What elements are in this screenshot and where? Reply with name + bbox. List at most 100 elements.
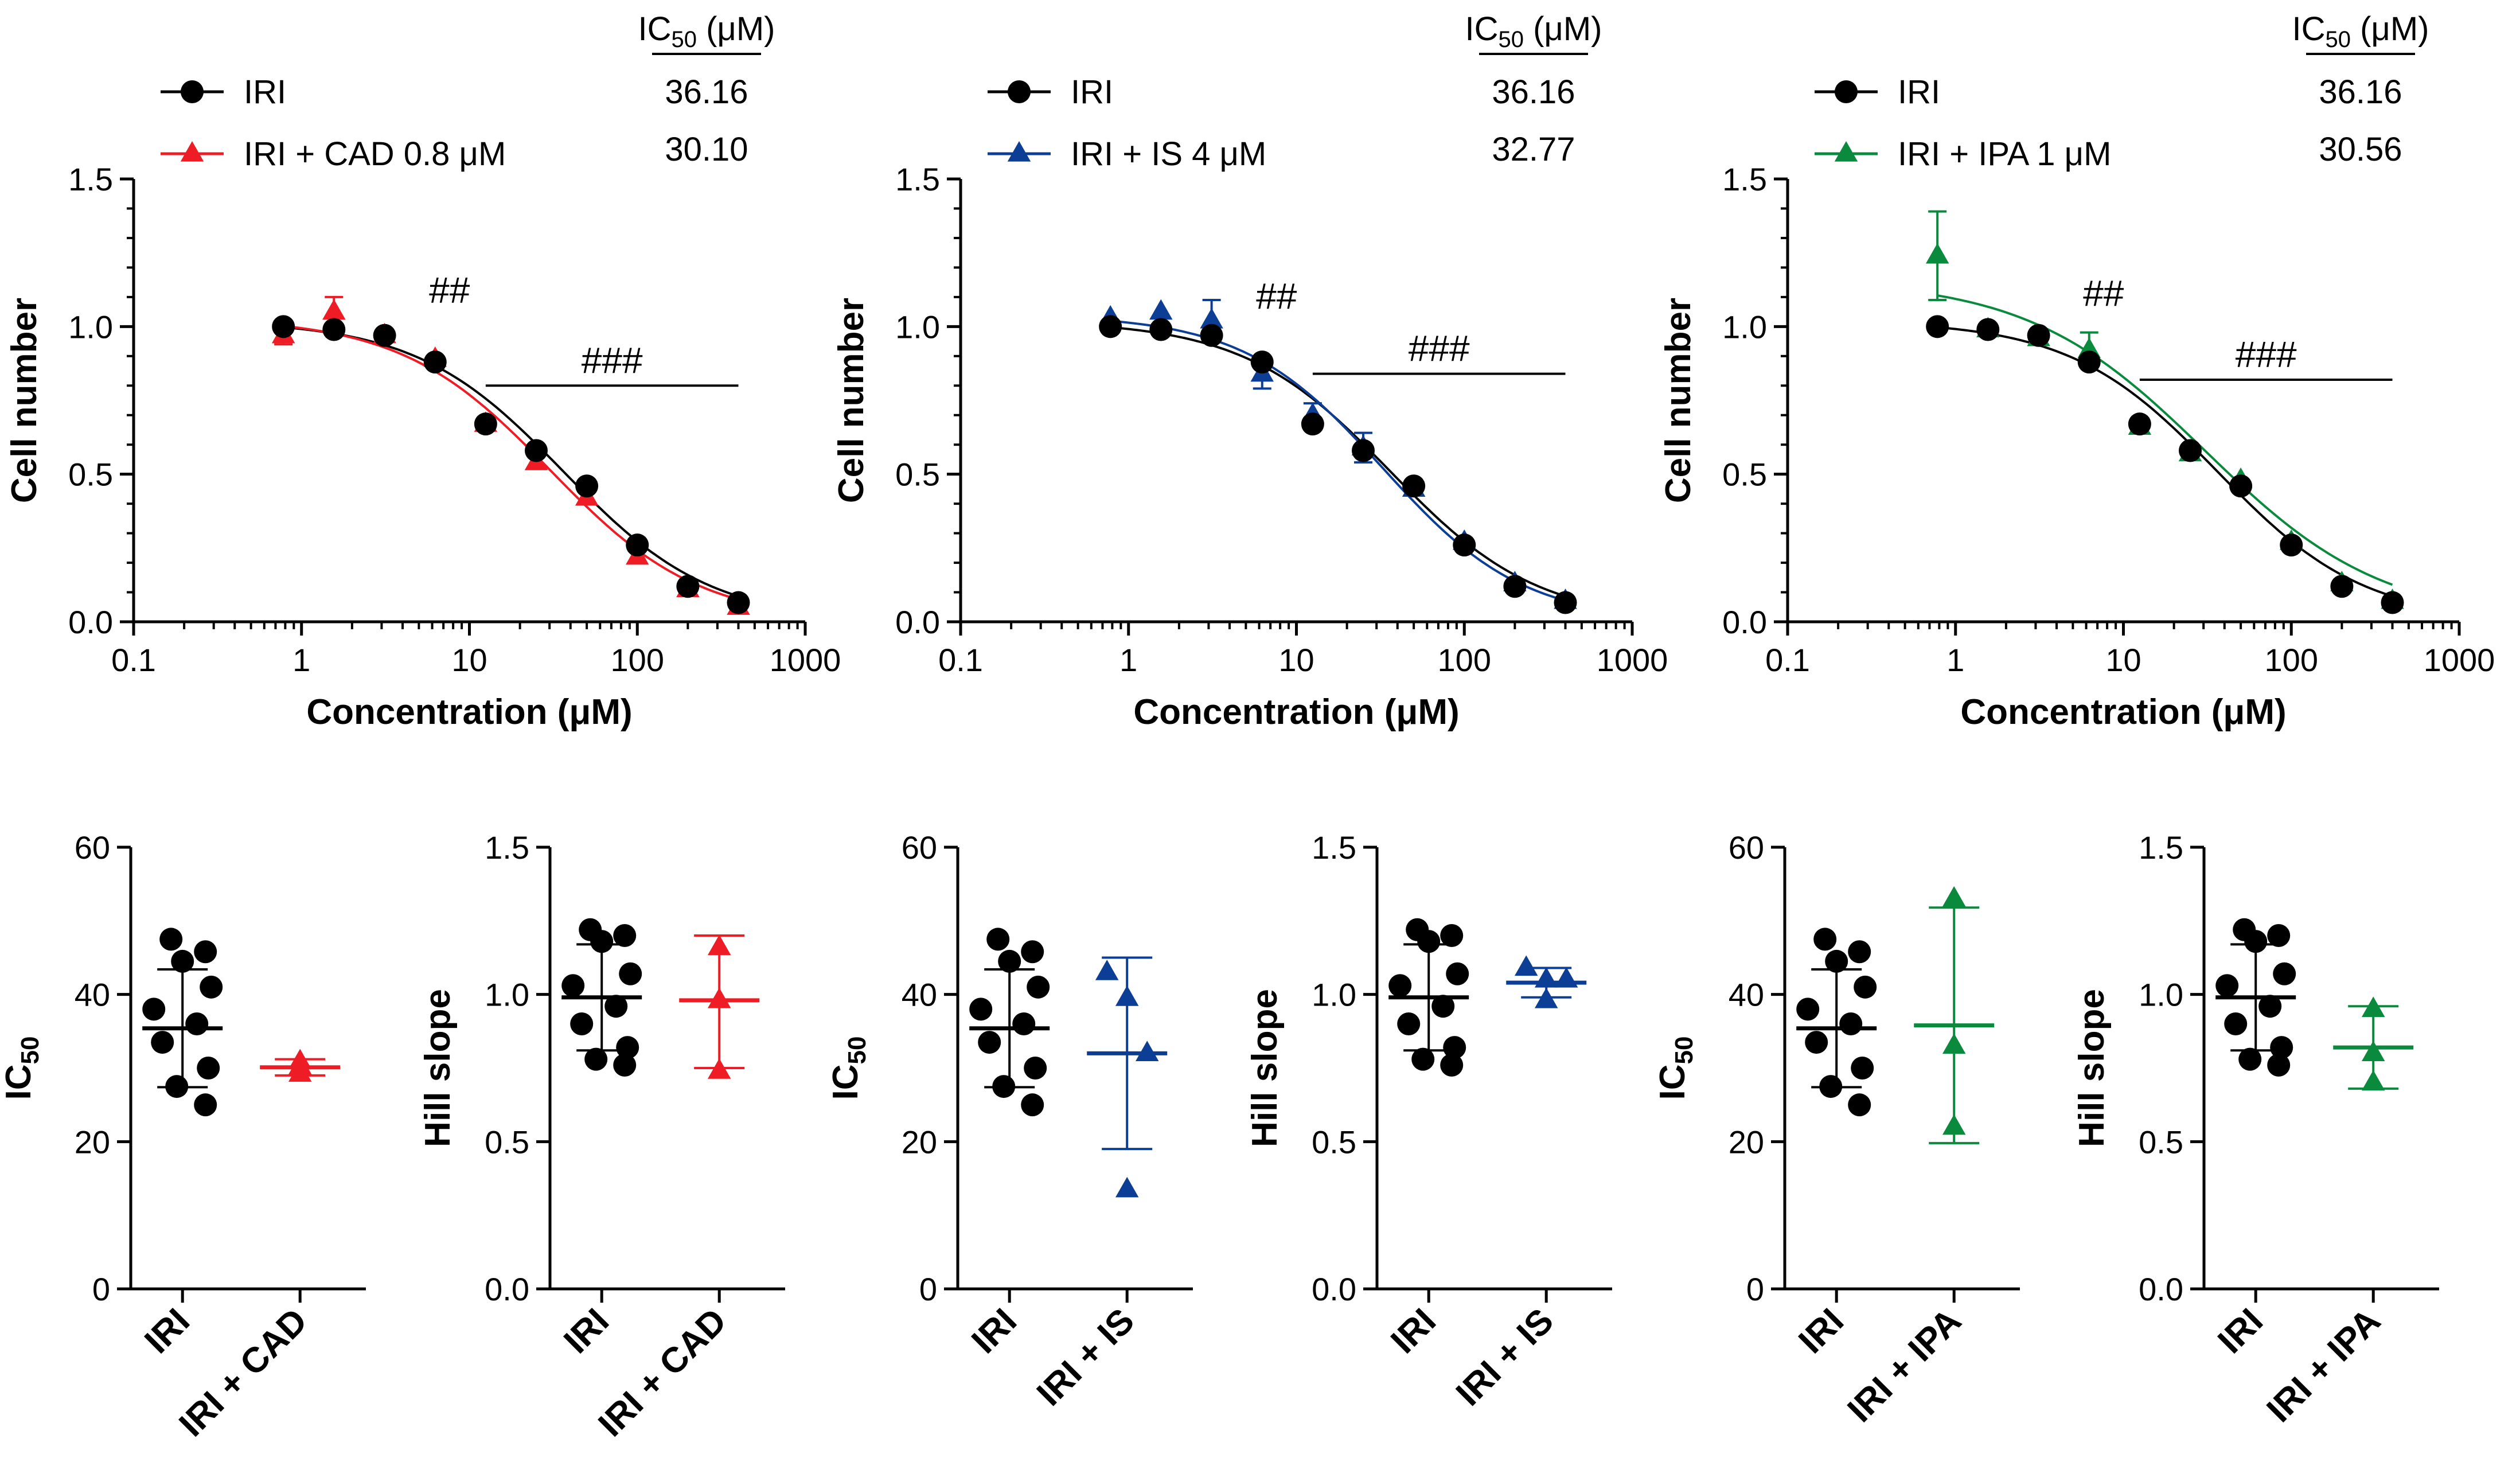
y-tick-label: 0.5: [1722, 457, 1767, 493]
data-point-iri: [423, 350, 447, 374]
data-point-iri: [1200, 324, 1223, 347]
legend-label: IRI: [1071, 73, 1113, 111]
y-tick-label: 1.0: [1312, 977, 1356, 1013]
dot-point-treatment: [707, 987, 731, 1008]
dot-point-iri: [969, 997, 993, 1021]
dot-point-iri: [151, 1031, 174, 1054]
dot-point-iri: [2267, 1053, 2291, 1077]
dot-point-iri: [1446, 962, 1469, 985]
dot-point-iri: [613, 924, 637, 947]
data-point-iri: [1453, 533, 1476, 557]
dot-point-iri: [142, 997, 166, 1021]
dot-point-treatment: [1115, 985, 1139, 1006]
y-tick-label: 0: [92, 1271, 110, 1307]
data-point-iri: [272, 315, 295, 338]
x-tick-label: 1: [1119, 642, 1137, 678]
dot-point-iri: [1796, 997, 1820, 1021]
x-tick-label: 10: [1278, 642, 1314, 678]
data-point-iri: [2128, 412, 2151, 436]
y-tick-label: 0.0: [1722, 604, 1767, 640]
y-axis-title: Cell number: [1659, 298, 1698, 503]
x-tick-label: 0.1: [111, 642, 156, 678]
legend-marker: [180, 141, 204, 162]
significance-triple-hash: ###: [1409, 328, 1470, 369]
dot-point-treatment: [1534, 967, 1558, 988]
data-point-iri: [524, 439, 548, 462]
x-tick-label: 1000: [2424, 642, 2495, 678]
y-tick-label: 0.0: [2139, 1271, 2183, 1307]
y-tick-label: 1.0: [1722, 309, 1767, 345]
dot-point-iri: [604, 995, 628, 1018]
x-tick-label: 100: [611, 642, 664, 678]
x-tick-label: 0.1: [1765, 642, 1810, 678]
data-point-iri: [2330, 575, 2354, 598]
dot-point-iri: [1417, 930, 1441, 953]
legend-marker: [1835, 80, 1858, 103]
y-axis-title: IC50: [0, 1037, 44, 1100]
fit-curve-treatment: [1937, 294, 2393, 586]
data-point-iri: [1250, 350, 1274, 374]
y-tick-label: 60: [75, 829, 110, 866]
y-tick-label: 0.0: [895, 604, 940, 640]
data-point-iri: [1503, 575, 1527, 598]
y-tick-label: 0.5: [895, 457, 940, 493]
dot-point-iri: [159, 928, 183, 951]
legend-ic50-value: 30.56: [2319, 131, 2402, 168]
dot-point-treatment: [2361, 996, 2385, 1017]
y-tick-label: 20: [75, 1124, 110, 1160]
data-point-iri: [575, 474, 599, 498]
dot-point-treatment: [1942, 1114, 1966, 1135]
dot-point-iri: [1825, 949, 1848, 973]
y-tick-label: 1.5: [1722, 161, 1767, 197]
y-axis-title: IC50: [826, 1037, 871, 1100]
dot-point-iri: [1440, 1053, 1464, 1077]
legend-ic50-value: 36.16: [1492, 73, 1575, 111]
legend-ic50-value: 30.10: [665, 131, 748, 168]
y-tick-label: 1.5: [485, 829, 529, 866]
significance-triple-hash: ###: [2236, 334, 2297, 375]
x-tick-label: 1000: [1597, 642, 1668, 678]
dot-point-iri: [1813, 928, 1837, 951]
data-point-iri: [727, 591, 750, 614]
dot-point-treatment: [1534, 987, 1558, 1008]
data-point-treatment: [322, 299, 346, 320]
dot-point-iri: [978, 1031, 1001, 1054]
dot-point-treatment: [2361, 1041, 2385, 1061]
data-point-treatment: [1200, 308, 1223, 329]
data-point-iri: [2280, 533, 2303, 557]
y-tick-label: 0: [919, 1271, 937, 1307]
legend-label: IRI + IS 4 μM: [1071, 135, 1266, 173]
dot-point-iri: [1021, 1093, 1044, 1117]
y-axis-title: Cell number: [832, 298, 871, 503]
dot-point-iri: [1848, 1093, 1871, 1117]
legend-label: IRI: [1898, 73, 1940, 111]
legend-ic50-value: 36.16: [665, 73, 748, 111]
x-tick-label: 1000: [770, 642, 841, 678]
data-point-iri: [474, 412, 497, 436]
y-tick-label: 20: [902, 1124, 937, 1160]
x-axis-title: Concentration (μM): [1133, 692, 1459, 732]
significance-triple-hash: ###: [582, 340, 643, 381]
fit-curve-treatment: [1110, 319, 1566, 602]
dot-point-iri: [616, 1036, 639, 1059]
significance-double-hash: ##: [429, 270, 470, 311]
dot-point-iri: [1027, 975, 1050, 999]
dot-point-iri: [1839, 1012, 1863, 1035]
y-tick-label: 40: [1729, 977, 1764, 1013]
fit-curve-iri: [1937, 326, 2393, 598]
data-point-iri: [1554, 591, 1577, 614]
legend-marker: [1007, 141, 1031, 162]
data-point-iri: [1149, 318, 1173, 341]
dose-response-panel-curve-cad: 0.1 1 10 100 1000 0.0 0.5 1.0 1.5 Concentration (…: [5, 10, 841, 732]
y-tick-label: 1.0: [895, 309, 940, 345]
dot-point-iri: [619, 962, 642, 985]
legend-ic50-value: 36.16: [2319, 73, 2402, 111]
significance-double-hash: ##: [1256, 275, 1297, 317]
dot-point-treatment: [1942, 886, 1966, 907]
data-point-iri: [1926, 315, 1949, 338]
data-point-iri: [2381, 591, 2404, 614]
dot-point-iri: [1397, 1012, 1421, 1035]
x-tick-label: 1: [292, 642, 310, 678]
dot-point-treatment: [1095, 960, 1119, 980]
dot-point-treatment: [707, 1058, 731, 1079]
